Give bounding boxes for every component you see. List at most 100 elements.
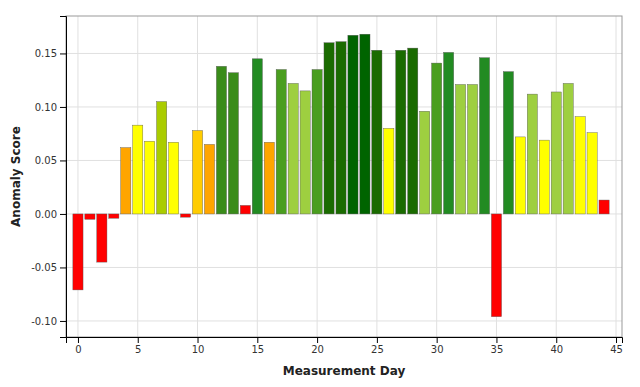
tick-label: -0.05 — [31, 262, 57, 273]
bar — [396, 50, 406, 214]
grid — [66, 16, 622, 337]
bar — [85, 214, 95, 219]
tick-mark — [60, 214, 66, 215]
tick-mark — [60, 160, 66, 161]
bar — [73, 214, 83, 290]
bar — [479, 58, 489, 214]
tick-label: 25 — [371, 344, 384, 355]
bar — [240, 205, 250, 214]
x-axis-tick: 45 — [610, 337, 623, 355]
tick-label: 20 — [311, 344, 324, 355]
bar — [180, 214, 190, 217]
x-axis-line — [67, 338, 623, 344]
tick-label: 0.00 — [35, 209, 57, 220]
x-axis-title: Measurement Day — [283, 364, 406, 378]
bar — [599, 200, 609, 214]
tick-mark — [138, 337, 139, 343]
bar — [455, 84, 465, 213]
y-axis-tick: 0.10 — [35, 102, 66, 113]
bar — [444, 52, 454, 214]
bar — [192, 130, 202, 213]
tick-label: 0.05 — [35, 155, 57, 166]
bar — [133, 125, 143, 214]
bar — [336, 42, 346, 214]
tick-mark — [556, 337, 557, 343]
y-axis-title: Anomaly Score — [9, 126, 23, 227]
bar — [228, 73, 238, 214]
y-axis-tick: 0.05 — [35, 155, 66, 166]
bar — [503, 72, 513, 214]
tick-mark — [377, 337, 378, 343]
x-axis-tick: 20 — [311, 337, 324, 355]
bar — [324, 43, 334, 214]
y-axis-line — [60, 17, 67, 338]
bar — [551, 92, 561, 214]
tick-label: 0 — [75, 344, 81, 355]
tick-label: 45 — [610, 344, 623, 355]
bar — [563, 83, 573, 214]
grid-line — [66, 267, 622, 268]
plot-frame — [66, 16, 622, 337]
bar — [169, 142, 179, 214]
bar — [491, 214, 501, 317]
bar — [216, 66, 226, 214]
tick-mark — [437, 337, 438, 343]
bar — [575, 117, 585, 214]
bar — [432, 63, 442, 214]
bar — [384, 128, 394, 214]
bar — [467, 84, 477, 213]
tick-mark — [257, 337, 258, 343]
grid-line — [66, 320, 622, 321]
bar — [288, 83, 298, 214]
tick-label: 5 — [135, 344, 141, 355]
x-axis-tick: 40 — [550, 337, 563, 355]
plot-area: 0 5 10 15 20 25 30 35 40 45 -0.10 -0.05 0.00 0.05 0.10… — [31, 16, 623, 355]
x-axis-tick: 35 — [491, 337, 504, 355]
bar — [420, 111, 430, 214]
y-axis-tick: -0.10 — [31, 316, 66, 327]
bar — [145, 141, 155, 214]
tick-mark — [198, 337, 199, 343]
tick-label: -0.10 — [31, 316, 57, 327]
y-axis-tick: 0.15 — [35, 48, 66, 59]
bar — [312, 70, 322, 214]
tick-mark — [60, 267, 66, 268]
bar — [204, 144, 214, 214]
x-axis-tick: 5 — [135, 337, 141, 355]
tick-mark — [78, 337, 79, 343]
tick-label: 0.15 — [35, 48, 57, 59]
x-axis-tick: 30 — [431, 337, 444, 355]
bar — [121, 148, 131, 214]
tick-label: 15 — [251, 344, 264, 355]
x-axis-tick: 0 — [75, 337, 81, 355]
tick-mark — [60, 321, 66, 322]
bar — [539, 140, 549, 214]
tick-label: 40 — [550, 344, 563, 355]
tick-mark — [60, 107, 66, 108]
y-axis-tick: 0.00 — [35, 209, 66, 220]
tick-label: 0.10 — [35, 102, 57, 113]
bar — [109, 214, 119, 218]
tick-mark — [496, 337, 497, 343]
bar — [408, 48, 418, 214]
bar — [527, 94, 537, 214]
x-axis-tick: 15 — [251, 337, 264, 355]
bar — [300, 91, 310, 214]
x-axis-tick: 25 — [371, 337, 384, 355]
y-axis: -0.10 -0.05 0.00 0.05 0.10 0.15 — [31, 17, 66, 338]
grid-line — [616, 16, 617, 337]
tick-mark — [616, 337, 617, 343]
tick-mark — [317, 337, 318, 343]
bar — [587, 133, 597, 214]
y-axis-tick: -0.05 — [31, 262, 66, 273]
bar — [157, 102, 167, 214]
bar — [97, 214, 107, 262]
x-axis-tick: 10 — [192, 337, 205, 355]
x-axis: 0 5 10 15 20 25 30 35 40 45 — [67, 337, 623, 355]
bar — [360, 34, 370, 214]
bar — [276, 70, 286, 214]
bar — [515, 137, 525, 214]
tick-mark — [60, 53, 66, 54]
bar — [372, 50, 382, 214]
bar — [348, 35, 358, 214]
